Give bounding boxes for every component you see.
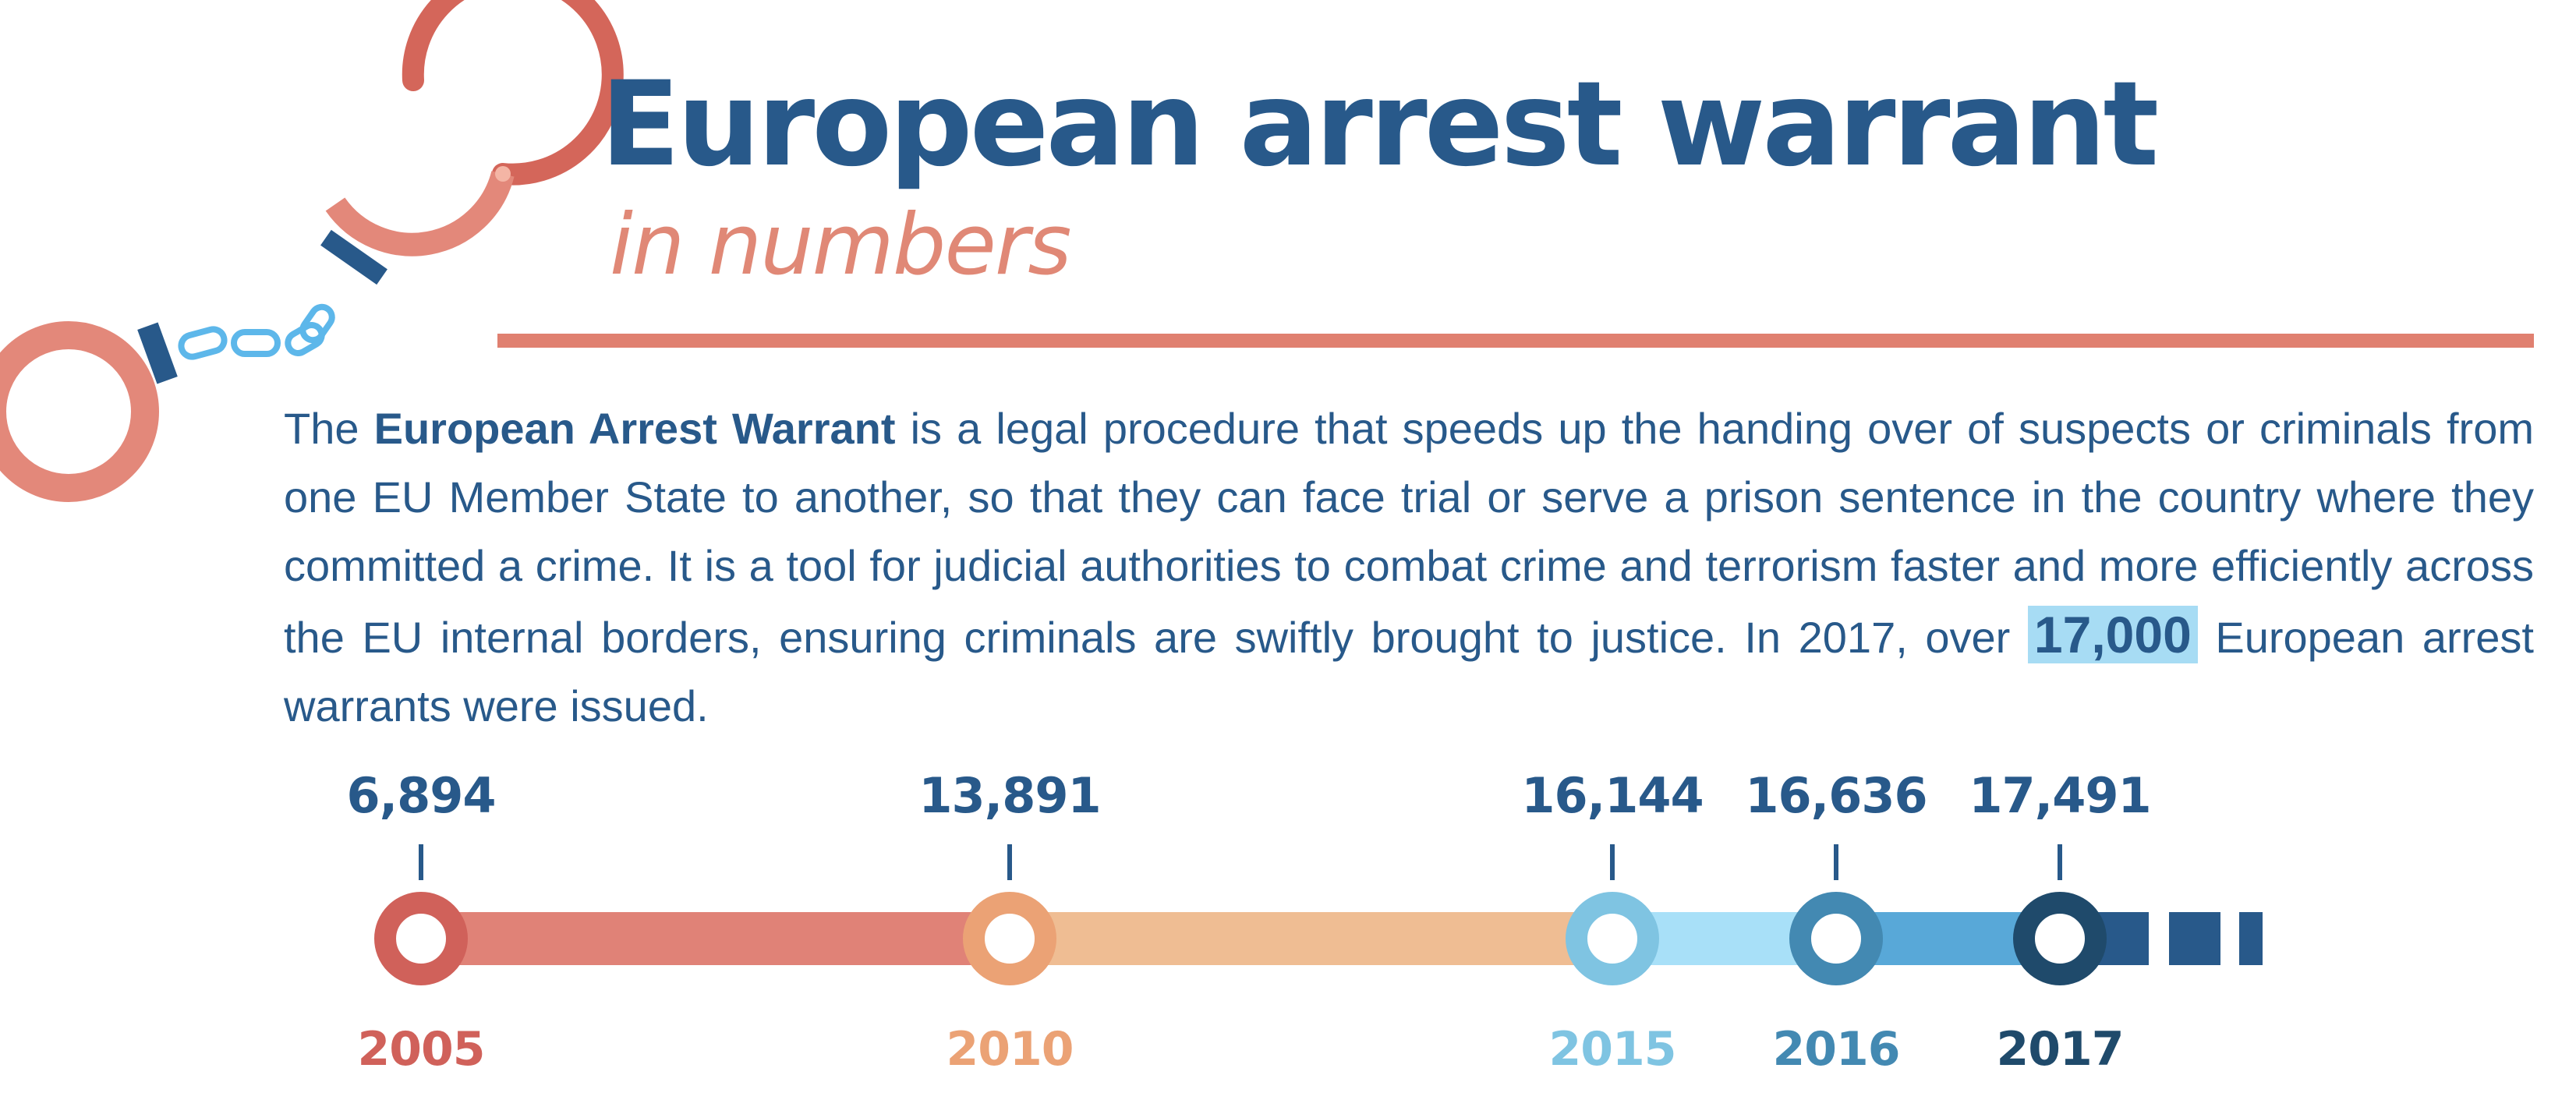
page-title: European arrest warrant (600, 57, 2159, 193)
timeline-tick-2010 (1007, 844, 1012, 880)
timeline-tick-2017 (2058, 844, 2062, 880)
timeline-value-2016: 16,636 (1745, 767, 1927, 824)
timeline-bars (421, 912, 2263, 965)
timeline-marker-2010 (963, 892, 1056, 985)
timeline-tick-2015 (1610, 844, 1615, 880)
intro-body: is a legal procedure that speeds up the … (284, 404, 2534, 662)
intro-paragraph: The European Arrest Warrant is a legal p… (284, 394, 2534, 741)
timeline-value-2010: 13,891 (918, 767, 1101, 824)
timeline-year-2015: 2015 (1548, 1022, 1677, 1077)
handcuffs-icon (0, 0, 624, 502)
timeline-tick-2016 (1834, 844, 1838, 880)
timeline-value-2005: 6,894 (346, 767, 496, 824)
timeline-marker-2015 (1566, 892, 1659, 985)
timeline-segment-2010 (1010, 912, 1612, 965)
timeline-ticks (419, 844, 2062, 880)
timeline-year-2017: 2017 (1996, 1022, 2125, 1077)
timeline-value-2015: 16,144 (1521, 767, 1704, 824)
timeline-markers (374, 892, 2107, 985)
timeline-tick-2005 (419, 844, 423, 880)
page-subtitle: in numbers (610, 196, 1072, 294)
timeline-marker-2016 (1789, 892, 1883, 985)
timeline-marker-2017 (2013, 892, 2107, 985)
timeline-marker-2005 (374, 892, 468, 985)
title-divider (497, 334, 2534, 348)
intro-lead: The (284, 404, 374, 453)
timeline-chart (374, 844, 2263, 985)
timeline-value-2017: 17,491 (1969, 767, 2151, 824)
timeline-year-2016: 2016 (1772, 1022, 1901, 1077)
timeline-year-2010: 2010 (946, 1022, 1074, 1077)
timeline-segment-2005 (421, 912, 1010, 965)
timeline-year-2005: 2005 (357, 1022, 486, 1077)
highlight-number: 17,000 (2027, 606, 2198, 663)
timeline-dash (2239, 912, 2263, 965)
timeline-dash (2169, 912, 2220, 965)
intro-emphasis: European Arrest Warrant (373, 404, 896, 453)
intro-tail: European arrest warrants were issued. (284, 613, 2534, 730)
